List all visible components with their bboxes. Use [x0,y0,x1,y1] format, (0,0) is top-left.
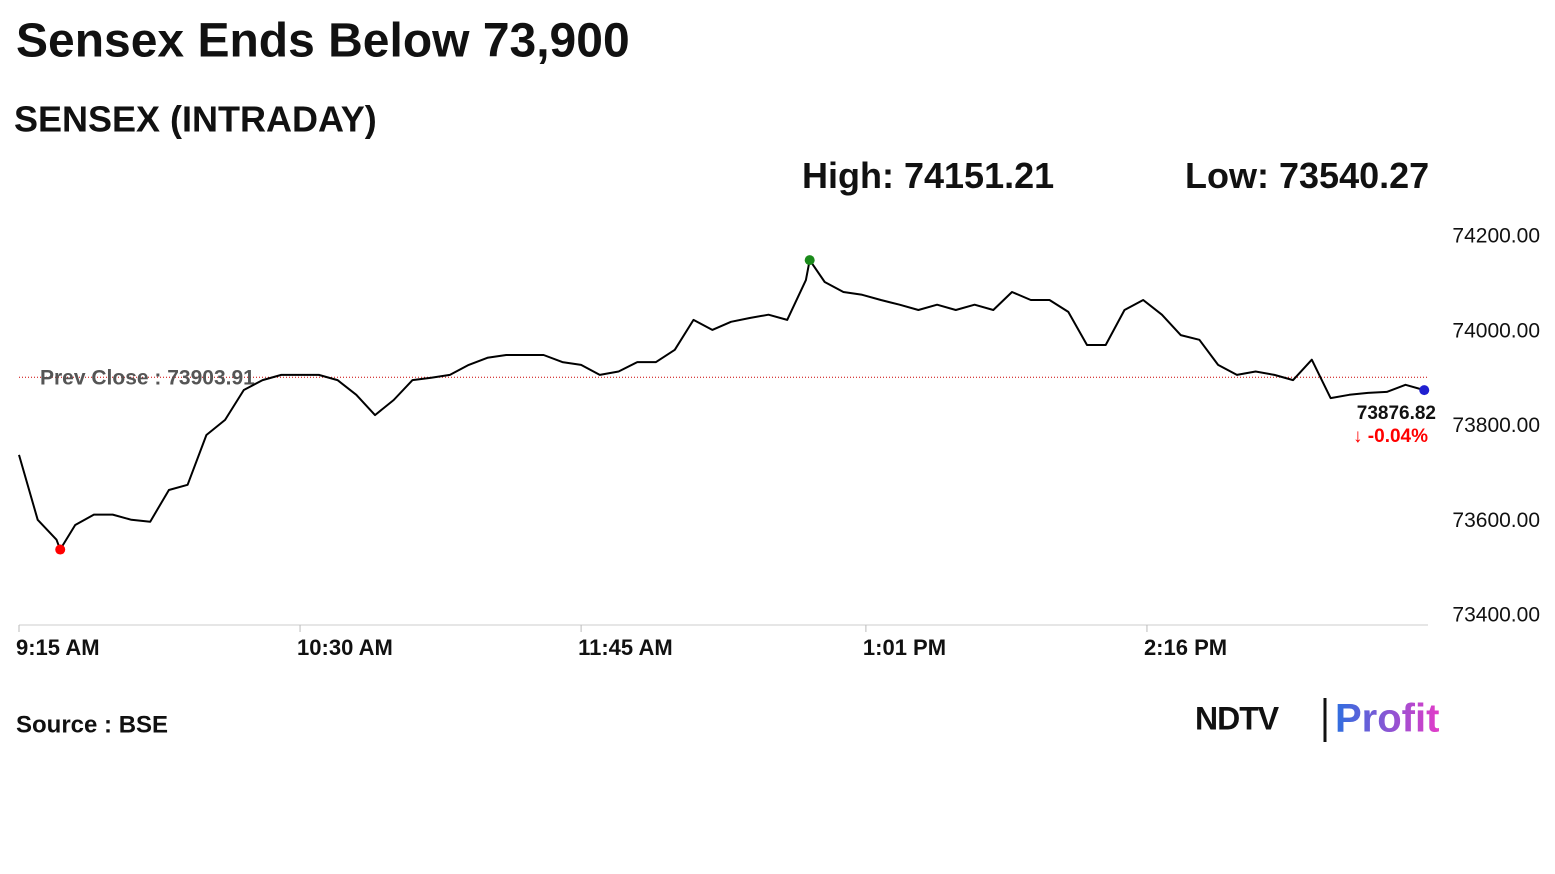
change-label: ↓ -0.04% [1353,426,1428,447]
last-value: 73876.82 [1357,403,1436,424]
low-dot [55,544,66,555]
x-tick-label: 1:01 PM [863,635,946,660]
y-tick-label: 74000.00 [1452,319,1540,342]
price-line [18,259,1425,551]
x-tick-label: 11:45 AM [578,635,673,660]
x-tick-label: 9:15 AM [16,635,100,660]
prev-close-text: Prev Close : 73903.91 [40,366,255,389]
low-value: 73540.27 [1279,155,1429,196]
low-text: Low: 73540.27 [1185,155,1429,196]
high-dot [804,255,815,266]
high-text: High: 74151.21 [802,155,1054,196]
logo-right: Profit [1335,697,1439,741]
low-label: Low: [1185,155,1269,196]
x-tick-label: 10:30 AM [297,635,393,660]
y-tick-label: 74200.00 [1452,225,1540,248]
prev-close-label: Prev Close : [40,366,161,389]
high-label: High: [802,155,894,196]
last-dot [1419,385,1430,396]
chart-subtitle: SENSEX (INTRADAY) [14,99,377,140]
y-tick-label: 73400.00 [1452,604,1540,627]
chart-title: Sensex Ends Below 73,900 [16,15,630,68]
source: Source : BSE [16,711,168,738]
y-tick-label: 73600.00 [1452,509,1540,532]
logo-left: NDTV [1195,700,1280,736]
y-tick-label: 73800.00 [1452,414,1540,437]
prev-close-value: 73903.91 [167,366,255,389]
x-tick-label: 2:16 PM [1144,635,1227,660]
high-value: 74151.21 [904,155,1054,196]
